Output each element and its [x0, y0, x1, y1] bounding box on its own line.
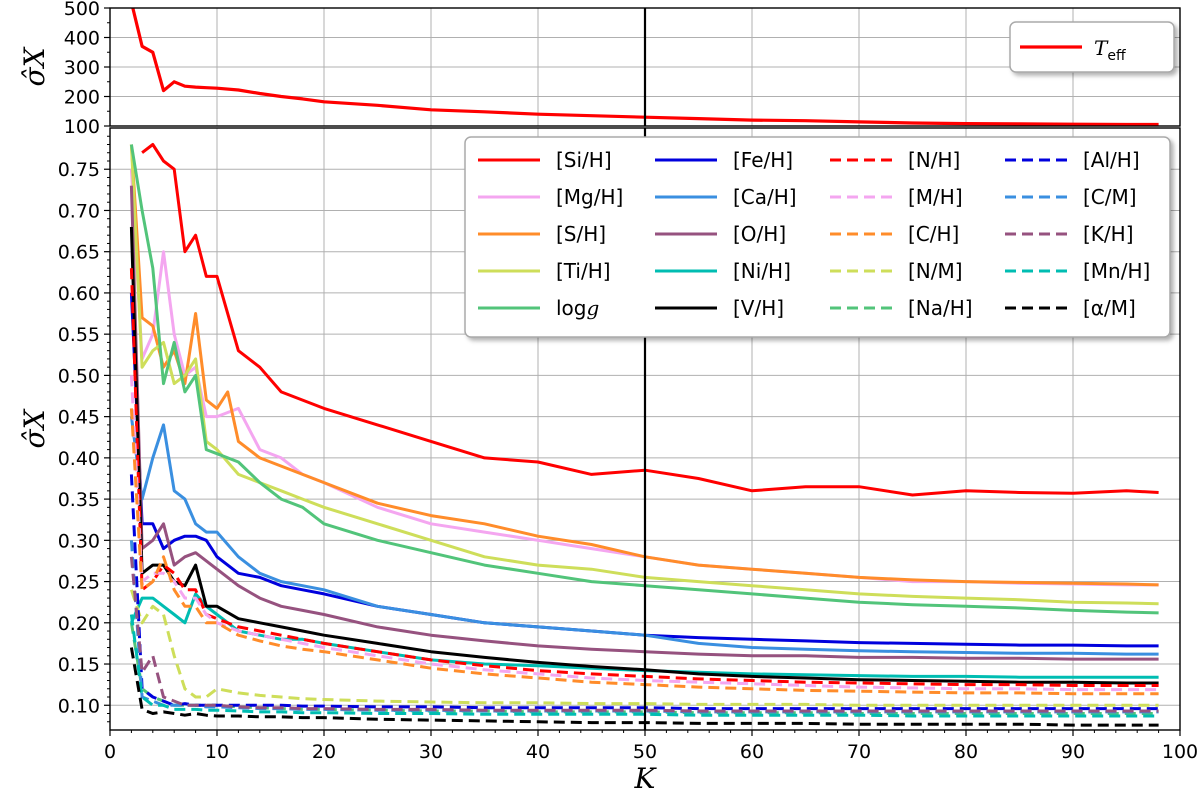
y-tick-label: 0.60	[58, 283, 100, 305]
series-line	[129, 408, 1159, 696]
legend-label: [Mn/H]	[1083, 259, 1150, 283]
x-tick-label: 20	[312, 741, 336, 763]
y-tick-label: 0.55	[58, 324, 100, 346]
x-tick-label: 10	[205, 741, 229, 763]
y-tick-label: 500	[64, 0, 100, 20]
x-tick-label: 70	[847, 741, 871, 763]
bottom-y-axis-label: σ̂X	[18, 408, 51, 448]
series-line	[129, 614, 1159, 718]
series-line	[141, 143, 1159, 497]
y-tick-label: 0.30	[58, 530, 100, 552]
series-line	[129, 375, 1159, 692]
legend-label: [Si/H]	[556, 148, 612, 172]
y-tick-label: 0.20	[58, 613, 100, 635]
y-tick-label: 0.15	[58, 654, 100, 676]
series-line	[130, 592, 1159, 679]
legend-label: [S/H]	[556, 222, 606, 246]
bottom-legend-box	[464, 136, 1171, 338]
y-tick-label: 0.70	[58, 200, 100, 222]
bottom-panel: 0 10 20 30 40 50 60 70 80 90 100 0.10 0.15 0.20 0.25 0.…	[18, 127, 1198, 795]
series-line	[129, 268, 1159, 687]
legend-label: [Fe/H]	[733, 148, 793, 172]
series-line	[129, 474, 1159, 711]
y-tick-label: 0.75	[58, 159, 100, 181]
top-y-axis-label: σ̂X	[18, 46, 51, 86]
x-tick-label: 40	[526, 741, 550, 763]
top-legend-box	[1009, 21, 1175, 73]
legend-label: [Al/H]	[1083, 148, 1140, 172]
legend-label: [M/H]	[908, 185, 963, 209]
top-legend: Teff	[1009, 21, 1175, 73]
series-line	[129, 647, 1159, 727]
legend-label: [N/H]	[908, 148, 960, 172]
legend-label: [Mg/H]	[556, 185, 623, 209]
series-line	[129, 144, 1159, 615]
series-line-teff	[131, 8, 1159, 126]
legend-label: [N/M]	[908, 259, 963, 283]
legend-label: [Ca/H]	[733, 185, 797, 209]
x-tick-label: 80	[954, 741, 978, 763]
legend-label: [C/M]	[1083, 185, 1137, 209]
x-tick-label: 0	[104, 741, 116, 763]
x-axis-label: K	[634, 762, 658, 795]
y-tick-label: 0.35	[58, 489, 100, 511]
bottom-legend: [Si/H] [Mg/H] [S/H] [Ti/H] logg [Fe/H] [Ca/H] […	[464, 136, 1171, 338]
x-tick-label: 30	[419, 741, 443, 763]
legend-label: [Ni/H]	[733, 259, 791, 283]
y-tick-label: 300	[64, 57, 100, 79]
legend-label: [α/M]	[1083, 296, 1136, 320]
x-tick-label: 60	[740, 741, 764, 763]
legend-label: [K/H]	[1083, 222, 1134, 246]
legend-label: [Ti/H]	[556, 259, 611, 283]
y-tick-label: 200	[64, 87, 100, 109]
bottom-axes-frame	[109, 127, 1181, 731]
series-line	[129, 556, 1159, 713]
legend-label: [Na/H]	[908, 296, 973, 320]
x-tick-label: 50	[633, 741, 657, 763]
y-tick-label: 400	[64, 28, 100, 50]
series-line	[129, 416, 1159, 656]
legend-label: [V/H]	[733, 296, 784, 320]
x-tick-label: 90	[1061, 741, 1085, 763]
y-tick-label: 0.45	[58, 407, 100, 429]
y-tick-label: 0.25	[58, 572, 100, 594]
y-tick-label: 0.50	[58, 365, 100, 387]
legend-label: [O/H]	[733, 222, 786, 246]
x-tick-label: 100	[1162, 741, 1198, 763]
y-tick-label: 0.65	[58, 242, 100, 264]
top-panel: 100 200 300 400 500 σ̂X Teff	[18, 0, 1181, 138]
legend-label-teff: Teff	[1094, 36, 1126, 64]
series-line	[129, 185, 1159, 661]
legend-label: logg	[556, 296, 599, 320]
series-line	[129, 589, 1159, 707]
y-tick-label: 0.10	[58, 695, 100, 717]
top-axes-frame	[109, 7, 1181, 127]
series-line	[129, 144, 1159, 587]
legend-label: [C/H]	[908, 222, 959, 246]
y-tick-label: 0.40	[58, 448, 100, 470]
y-tick-label: 100	[64, 116, 100, 138]
